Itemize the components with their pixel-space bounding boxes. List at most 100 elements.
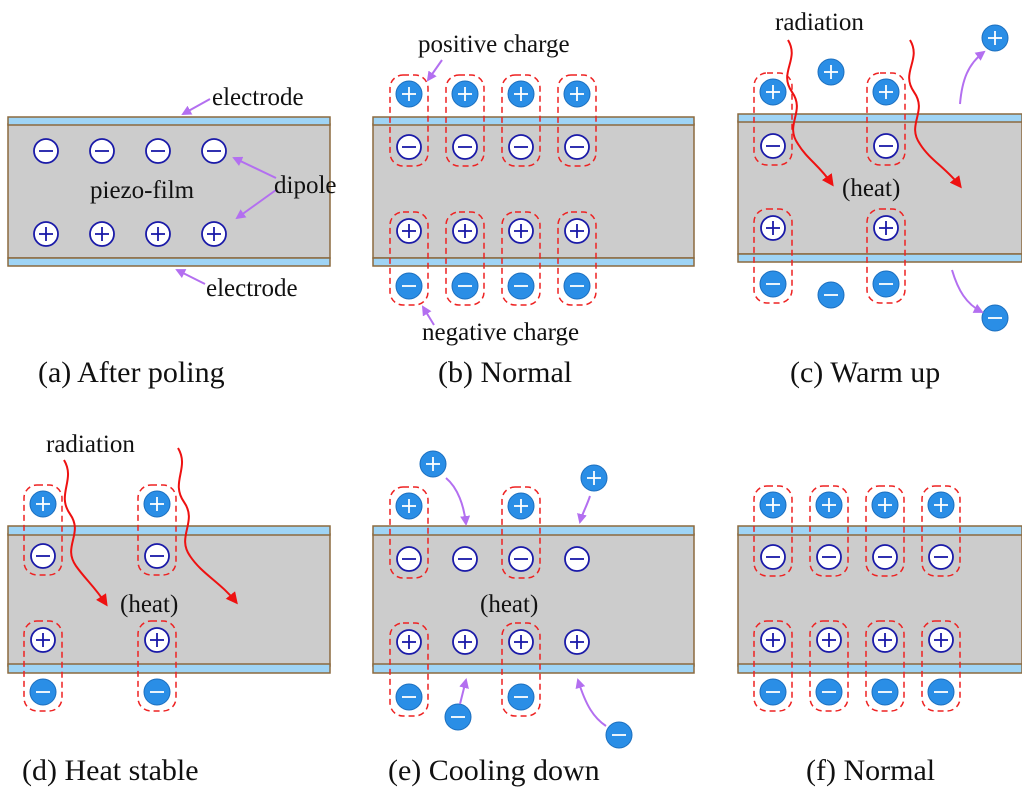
dipole-negative-f-1 <box>816 544 842 570</box>
return-arrow-e-4 <box>575 678 607 727</box>
dipole-positive-b-3 <box>564 218 590 244</box>
dipole-positive-e-2 <box>508 629 534 655</box>
dipoles-a <box>33 138 227 247</box>
positive-charge-c-1 <box>872 78 900 106</box>
dipole-label: dipole <box>274 172 337 199</box>
caption-d: (d) Heat stable <box>22 754 199 787</box>
negative-charge-d-0 <box>29 678 57 706</box>
dipole-negative-c-1 <box>873 133 899 159</box>
pair-box-top-f-2 <box>865 485 905 577</box>
positive-charge-b-0 <box>395 80 423 108</box>
dipole-negative-b-3 <box>564 134 590 160</box>
panel-e: (heat) (e) Cooling down <box>372 450 695 787</box>
negative-charge-c-1 <box>872 270 900 298</box>
dipole-positive-a-3 <box>201 221 227 247</box>
negative-charge-c-0 <box>759 270 787 298</box>
pair-box-bottom-c-1 <box>866 208 906 304</box>
heat-label-e: (heat) <box>480 591 538 618</box>
negative-charge-f-3 <box>927 678 955 706</box>
dipole-negative-c-0 <box>760 133 786 159</box>
electrode-bottom-arrow <box>175 269 206 285</box>
pair-box-top-e-0 <box>389 486 429 579</box>
electrode-top-d <box>7 525 331 536</box>
dipole-positive-f-2 <box>872 627 898 653</box>
pair-box-top-f-1 <box>809 485 849 577</box>
dipole-positive-f-3 <box>928 627 954 653</box>
dipole-arrow-lower <box>235 189 277 220</box>
dipole-positive-c-1 <box>873 215 899 241</box>
caption-c: (c) Warm up <box>790 356 940 389</box>
pair-box-bottom-b-2 <box>501 211 541 306</box>
film-label: piezo-film <box>90 177 195 204</box>
dipole-negative-d-0 <box>30 543 56 569</box>
positive-charge-arrow <box>426 59 443 82</box>
pair-box-top-e-2 <box>501 486 541 579</box>
negative-charge-f-2 <box>871 678 899 706</box>
free-negative-charge-e-0 <box>444 703 472 731</box>
heat-label-c: (heat) <box>842 175 900 202</box>
negative-charge-b-1 <box>451 272 479 300</box>
dipole-negative-e-0 <box>396 546 422 572</box>
pair-box-bottom-f-2 <box>865 620 905 712</box>
dipole-arrow-upper <box>232 156 277 179</box>
free-negative-charge-c-1 <box>981 304 1009 332</box>
positive-charge-f-1 <box>815 491 843 519</box>
pair-box-bottom-d-1 <box>137 620 177 712</box>
dipole-negative-e-1 <box>452 546 478 572</box>
dipole-positive-d-0 <box>30 627 56 653</box>
free-positive-charge-e-0 <box>419 450 447 478</box>
pair-box-bottom-b-0 <box>389 211 429 306</box>
dipole-negative-a-0 <box>33 138 59 164</box>
panel-a: electrode electrode piezo-film dipole (a… <box>7 84 337 389</box>
pair-box-top-c-0 <box>753 72 793 166</box>
panel-c: radiation (heat) (c) Warm up <box>737 9 1022 389</box>
negative-charge-arrow <box>421 305 435 326</box>
positive-charge-e-0 <box>395 492 423 520</box>
electrode-top-label: electrode <box>212 84 304 111</box>
dipole-positive-e-3 <box>564 629 590 655</box>
dipole-negative-f-2 <box>872 544 898 570</box>
negative-charge-e-2 <box>507 683 535 711</box>
positive-charge-f-2 <box>871 491 899 519</box>
escape-arrow-down-c <box>951 269 984 313</box>
free-positive-charge-c-1 <box>981 24 1009 52</box>
negative-charge-e-0 <box>395 683 423 711</box>
dipole-positive-e-1 <box>452 629 478 655</box>
pair-box-top-b-0 <box>389 74 429 167</box>
electrode-bottom-e <box>372 663 695 674</box>
electrode-top-arrow <box>181 98 211 115</box>
electrode-top-f <box>737 525 1022 536</box>
dipole-positive-a-1 <box>89 221 115 247</box>
positive-charge-f-3 <box>927 491 955 519</box>
negative-charge-f-1 <box>815 678 843 706</box>
dipole-positive-b-1 <box>452 218 478 244</box>
caption-f: (f) Normal <box>806 754 935 787</box>
pair-box-bottom-e-0 <box>389 622 429 717</box>
free-negative-charge-c-0 <box>817 281 845 309</box>
radiation-ray-d-2 <box>177 447 238 605</box>
dipole-negative-d-1 <box>144 543 170 569</box>
dipole-positive-b-2 <box>508 218 534 244</box>
dipole-positive-f-0 <box>760 627 786 653</box>
electrode-top-b <box>372 116 695 126</box>
caption-e: (e) Cooling down <box>388 754 600 787</box>
pair-box-bottom-b-3 <box>557 211 597 306</box>
pair-box-top-f-0 <box>753 485 793 577</box>
dipoles-c <box>753 24 1009 332</box>
positive-charge-d-0 <box>29 490 57 518</box>
radiation-ray-d-1 <box>63 459 108 607</box>
negative-charge-b-3 <box>563 272 591 300</box>
free-negative-charge-e-1 <box>605 721 633 749</box>
electrode-bottom-label: electrode <box>206 275 298 302</box>
pair-box-bottom-f-1 <box>809 620 849 712</box>
dipoles-b <box>389 74 597 306</box>
dipoles-f <box>753 485 961 712</box>
dipole-positive-b-0 <box>396 218 422 244</box>
pair-box-top-c-1 <box>866 72 906 166</box>
dipole-positive-a-0 <box>33 221 59 247</box>
dipole-negative-b-2 <box>508 134 534 160</box>
positive-charge-b-1 <box>451 80 479 108</box>
escape-arrow-up-c <box>959 50 986 105</box>
positive-charge-label: positive charge <box>418 31 570 58</box>
